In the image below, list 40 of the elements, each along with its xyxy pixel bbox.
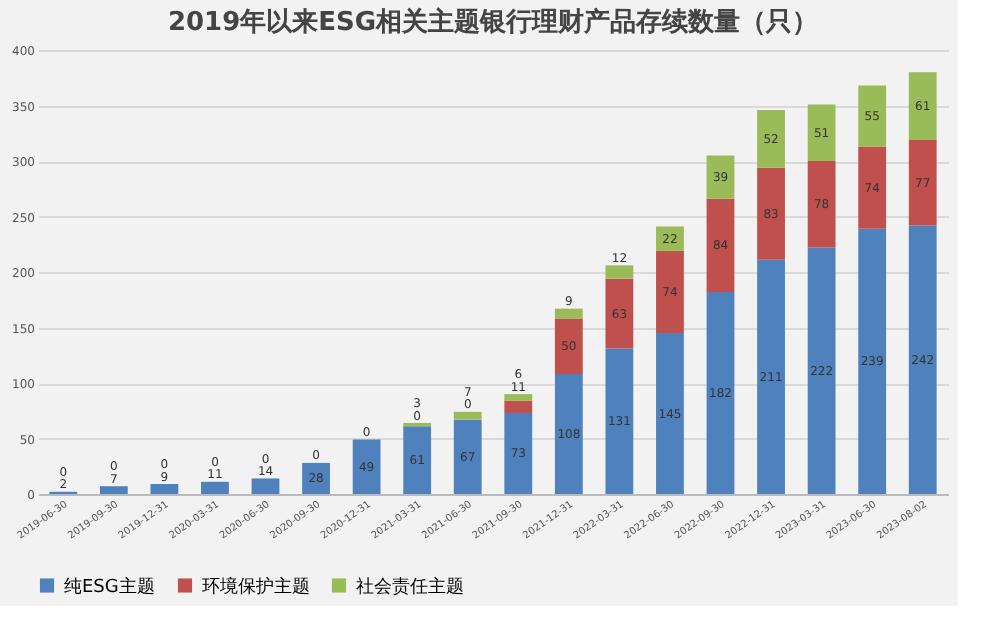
bar (605, 278, 634, 349)
legend-label: 纯ESG主题 (64, 575, 155, 598)
bar (403, 426, 432, 494)
bar (757, 109, 785, 168)
bar (706, 198, 735, 292)
bar (201, 481, 229, 494)
bar (251, 478, 280, 494)
bar (352, 439, 381, 494)
bar (554, 374, 583, 494)
bar (554, 308, 583, 319)
bar (807, 247, 836, 494)
bar (453, 419, 482, 494)
bar (656, 333, 684, 494)
bar (858, 146, 887, 229)
bar (554, 318, 583, 375)
chart-title: 2019年以来ESG相关主题银行理财产品存续数量（只） (167, 6, 819, 38)
bar (605, 348, 634, 494)
bar (150, 484, 179, 494)
bar (908, 225, 937, 494)
bar (605, 265, 634, 279)
bar (656, 250, 684, 334)
bar (908, 72, 937, 140)
bar (656, 226, 684, 251)
bar (706, 291, 735, 494)
bar (453, 411, 482, 420)
legend-label: 社会责任主题 (356, 575, 464, 598)
legend-label: 环境保护主题 (202, 575, 310, 598)
bar (807, 161, 836, 248)
bar (757, 259, 785, 494)
bar (504, 400, 533, 413)
bar (757, 167, 785, 260)
bar (706, 155, 735, 199)
bar (858, 228, 887, 494)
bar (99, 486, 128, 494)
bar (504, 394, 533, 401)
bar (908, 139, 937, 226)
bar (504, 412, 533, 494)
bar (302, 462, 330, 494)
bar (858, 85, 887, 147)
bar (807, 104, 836, 161)
